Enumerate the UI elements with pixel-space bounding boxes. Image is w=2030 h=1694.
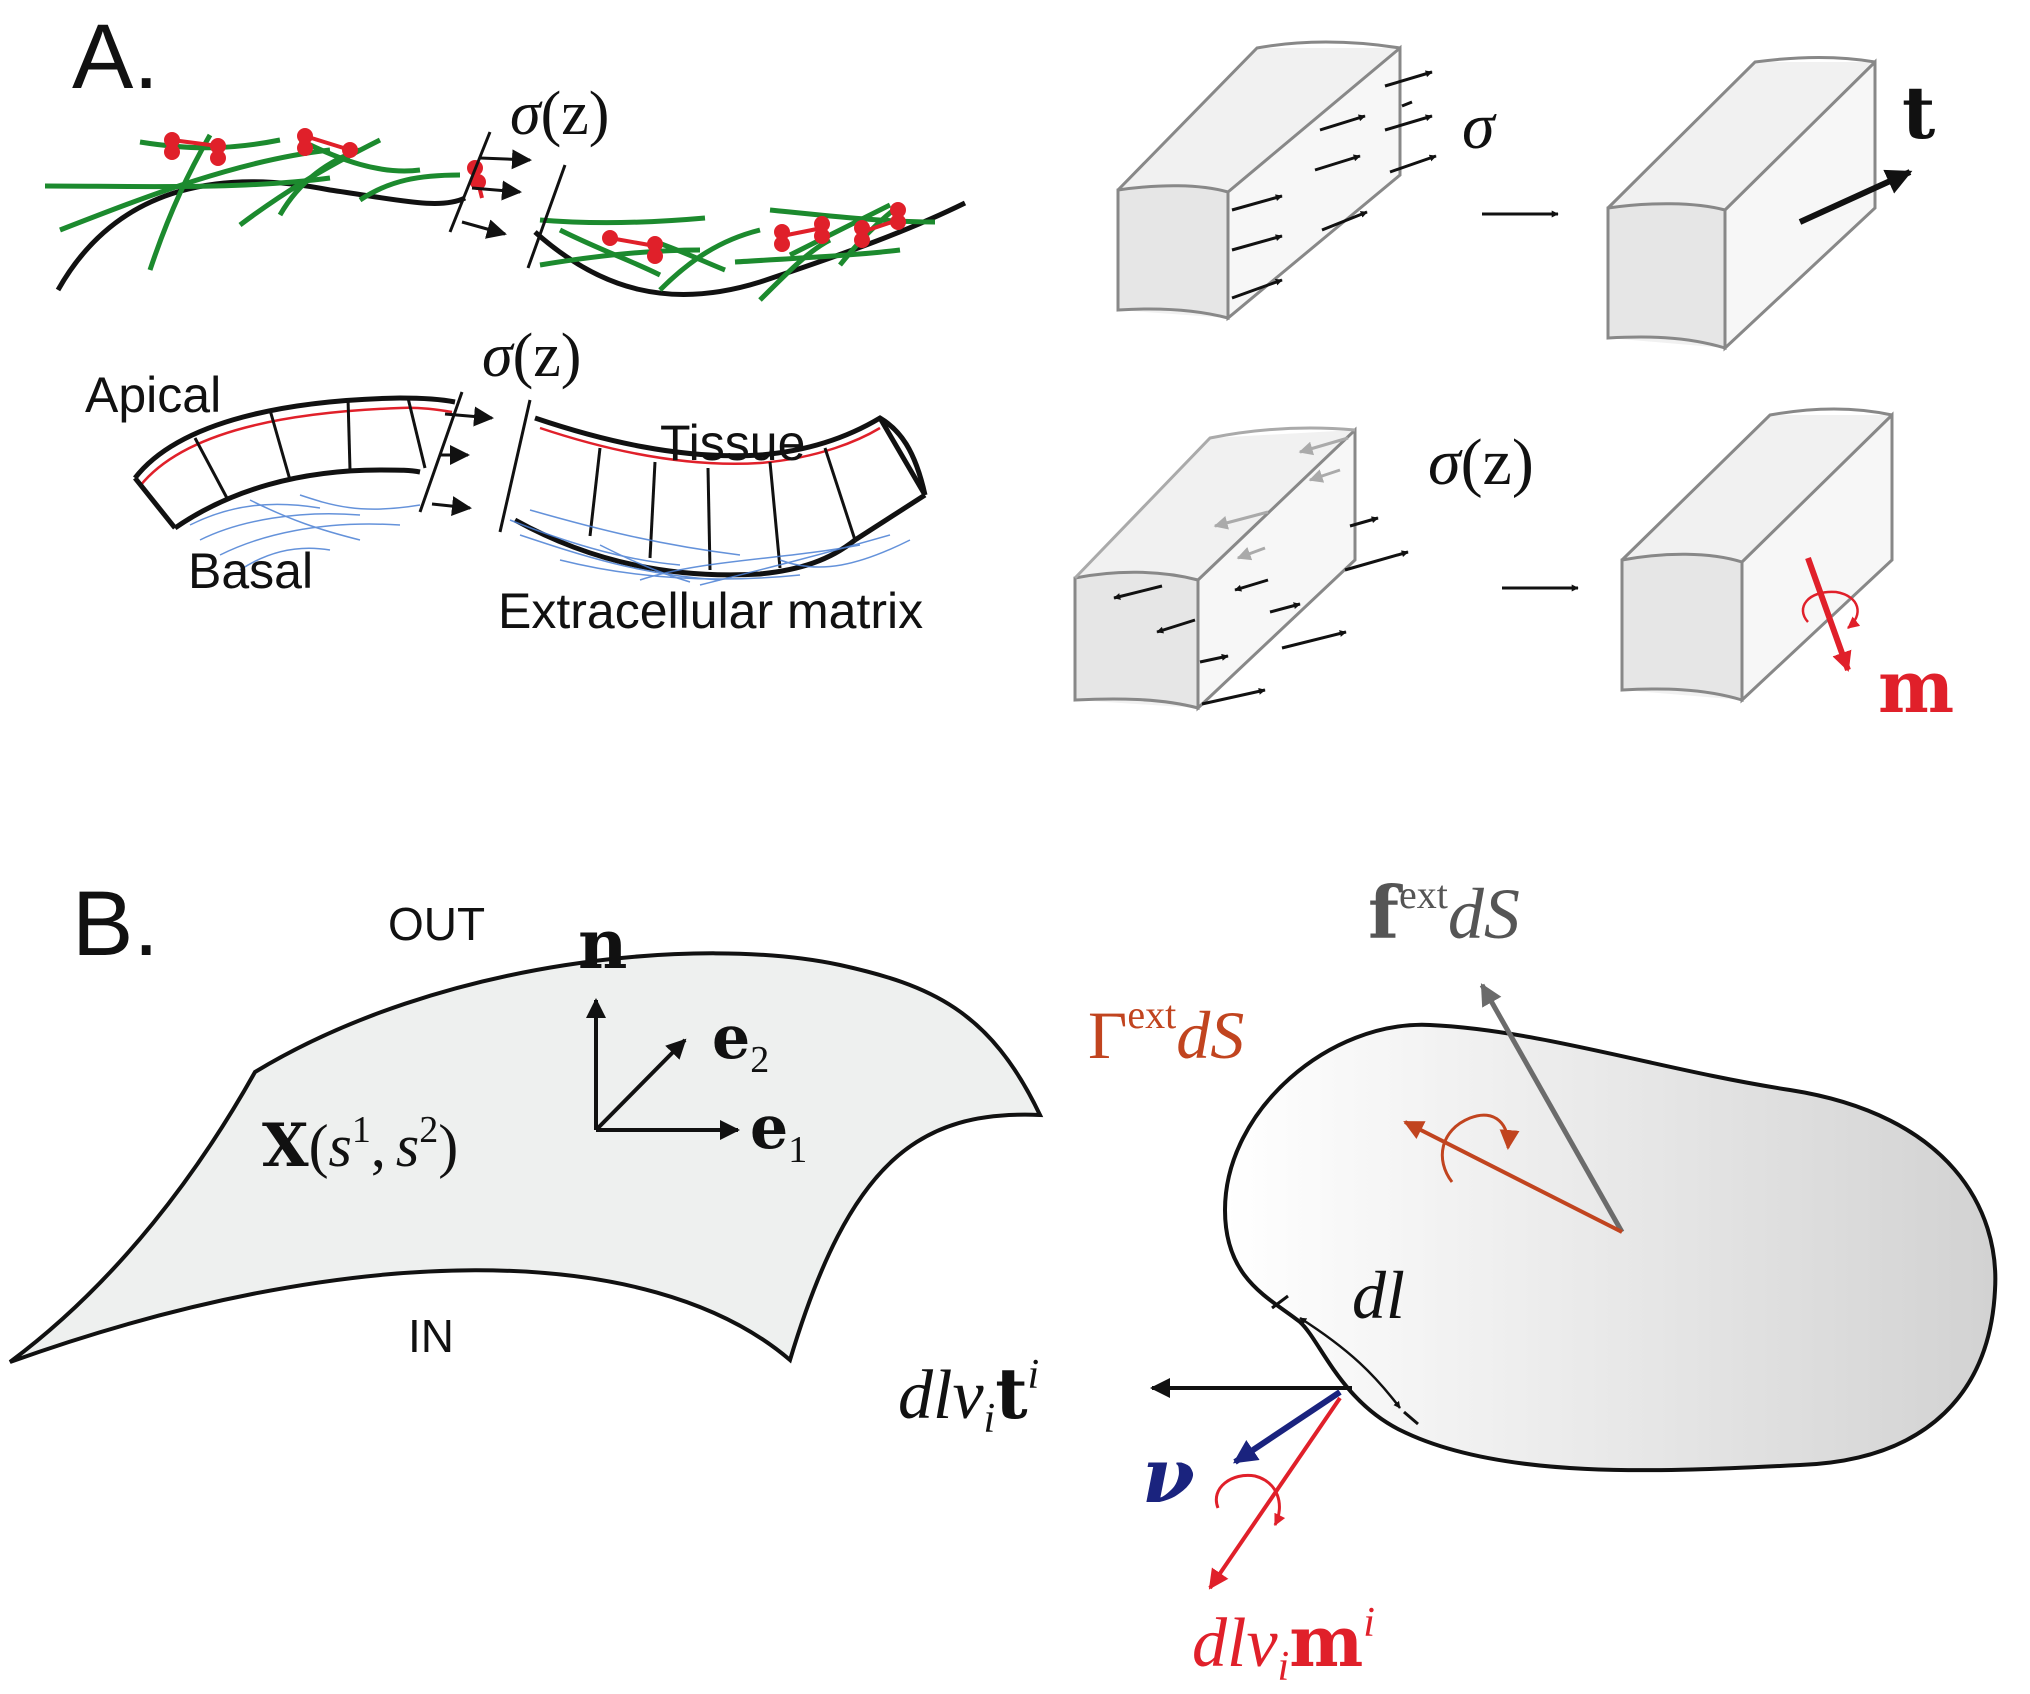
cortex-sketch (44, 128, 967, 302)
cut-line-left (448, 131, 492, 233)
external-torque-arrow (1403, 1120, 1623, 1234)
svg-text:fextdS: fextdS (1368, 870, 1520, 955)
ecm-label: Extracellular matrix (498, 583, 923, 639)
t-label: t (1902, 70, 1935, 155)
traction-label: dlνiti (898, 1352, 1039, 1442)
in-label: IN (408, 1310, 454, 1362)
gext-label: ΓextdS (1088, 992, 1244, 1073)
e1-label: e1 (750, 1093, 807, 1171)
dl-span-arrow (1299, 1316, 1401, 1409)
e2-label: e2 (712, 1003, 769, 1081)
sigma-z-top-label: σ(z) (510, 80, 609, 148)
external-torque-rotation (1440, 1113, 1520, 1183)
nu-arrow (1233, 1389, 1342, 1465)
moment-arrow (1805, 556, 1852, 672)
local-frame (586, 998, 740, 1140)
svg-text:σ(z): σ(z) (1428, 426, 1534, 499)
dl-tick-top (1271, 1294, 1289, 1310)
apical-label: Apical (85, 367, 221, 423)
moment-rotation-arc (1801, 590, 1861, 629)
svg-text:ΓextdS: ΓextdS (1088, 992, 1244, 1073)
nu-label: ν (1142, 1431, 1195, 1520)
myosin-motors (164, 128, 906, 264)
sigma-z-mid-label: σ(z) (482, 322, 581, 390)
sigma-label: σ (1462, 90, 1497, 163)
out-label: OUT (388, 898, 485, 950)
region-blob (1222, 1022, 1998, 1473)
block-moment (1620, 407, 1894, 704)
ecm-fibers (189, 494, 911, 586)
actin-filaments (44, 133, 936, 302)
m-label: m (1878, 644, 1954, 729)
n-label: n (578, 905, 627, 985)
stress-arrows-top (461, 149, 532, 239)
basal-label: Basal (188, 543, 313, 599)
dl-tick-bottom (1403, 1410, 1419, 1426)
force-arrow (1798, 169, 1913, 225)
panel-a-label: A. (72, 6, 159, 108)
tissue-label: Tissue (660, 415, 805, 471)
block-force (1606, 56, 1913, 352)
e2-vector (594, 1038, 687, 1132)
block-moment-stress (1073, 426, 1409, 712)
svg-text:σ(z): σ(z) (510, 80, 609, 148)
boundary-moment-label: dlνimi (1192, 1600, 1375, 1690)
cut-line-right (526, 164, 567, 269)
dl-label: dl (1352, 1257, 1405, 1333)
surface-patch (8, 951, 1044, 1364)
fext-label: fextdS (1368, 870, 1520, 955)
tissue-sketch (133, 391, 928, 586)
stress-arrows-mid (431, 406, 494, 517)
svg-text:σ(z): σ(z) (482, 322, 581, 390)
external-force-arrow (1479, 983, 1625, 1234)
panel-b-label: B. (72, 873, 159, 975)
block-stress (1116, 40, 1437, 322)
boundary-moment-rotation (1214, 1473, 1286, 1527)
position-label: X(s1, s2) (262, 1109, 458, 1181)
sigma-z-right-label: σ(z) (1428, 426, 1534, 499)
